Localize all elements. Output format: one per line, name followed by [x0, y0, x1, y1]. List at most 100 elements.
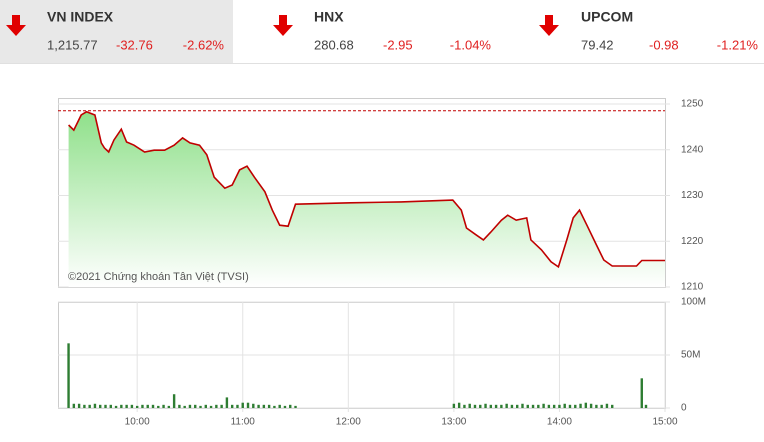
- volume-bar: [109, 404, 112, 408]
- ticker-percent: -1.21%: [717, 37, 759, 52]
- volume-bar: [72, 403, 76, 408]
- volume-bar: [151, 404, 155, 408]
- volume-bar: [215, 404, 218, 408]
- volume-bar: [579, 403, 582, 408]
- y-tick-label: 1220: [681, 236, 704, 247]
- price-line: [68, 110, 665, 269]
- volume-bar: [262, 404, 266, 408]
- volume-bar: [468, 403, 471, 408]
- volume-bar: [141, 404, 144, 408]
- volume-bar: [547, 404, 551, 408]
- volume-bar: [157, 405, 160, 408]
- y-tick-label: 0: [681, 403, 687, 414]
- volume-bar: [521, 403, 524, 408]
- volume-bar: [83, 404, 86, 408]
- volume-bar: [114, 405, 118, 408]
- ticker-name: VN INDEX: [47, 9, 114, 25]
- volume-bar: [236, 404, 239, 408]
- volume-bar: [273, 405, 276, 408]
- volume-bar: [510, 404, 514, 408]
- x-tick-label: 14:00: [547, 417, 572, 428]
- y-tick-label: 1230: [681, 190, 704, 201]
- volume-bar: [172, 394, 176, 408]
- active-tab[interactable]: [0, 0, 233, 63]
- ticker[interactable]: VN INDEX 1,215.77 -32.76 -2.62%: [6, 9, 224, 53]
- volume-bar: [644, 404, 648, 408]
- volume-bar: [542, 403, 545, 408]
- volume-bar: [552, 404, 556, 408]
- volume-bar: [241, 402, 244, 408]
- volume-bar: [558, 404, 561, 408]
- volume-bar: [589, 403, 593, 408]
- volume-bar: [135, 405, 139, 408]
- volume-bar: [484, 403, 487, 408]
- volume-bar: [77, 403, 81, 408]
- x-tick-label: 13:00: [441, 417, 466, 428]
- ticker[interactable]: HNX 280.68 -2.95 -1.04%: [273, 9, 491, 53]
- volume-bar: [600, 404, 603, 408]
- ticker-value: 1,215.77: [47, 37, 98, 52]
- volume-bar: [526, 404, 529, 408]
- volume-bar: [283, 405, 287, 408]
- volume-bar: [204, 404, 207, 408]
- volume-bar: [289, 404, 292, 408]
- volume-bar: [246, 402, 250, 408]
- volume-bar: [494, 404, 498, 408]
- volume-bar: [563, 403, 566, 408]
- volume-bar: [252, 403, 255, 408]
- volume-bar: [537, 404, 540, 408]
- volume-bar: [199, 405, 202, 408]
- volume-bar: [162, 404, 165, 408]
- ticker-value: 79.42: [581, 37, 614, 52]
- volume-bar: [463, 404, 466, 408]
- volume-bar: [516, 404, 519, 408]
- x-tick-label: 11:00: [231, 417, 256, 428]
- volume-bar: [178, 404, 181, 408]
- y-tick-label: 50M: [681, 350, 700, 361]
- volume-bar: [457, 402, 461, 408]
- down-arrow: [273, 15, 293, 36]
- volume-bar: [257, 404, 260, 408]
- volume-bar: [500, 404, 503, 408]
- volume-bar: [611, 404, 614, 408]
- x-tick-label: 12:00: [336, 417, 361, 428]
- x-tick-label: 15:00: [652, 417, 677, 428]
- watermark: ©2021 Chứng khoán Tân Việt (TVSI): [68, 271, 249, 283]
- ticker-name: UPCOM: [581, 9, 633, 25]
- ticker-change: -0.98: [649, 37, 679, 52]
- volume-bar: [479, 404, 482, 408]
- volume-bar: [93, 403, 97, 408]
- area: [68, 111, 665, 287]
- volume-bar: [605, 403, 609, 408]
- volume-bar: [278, 404, 281, 408]
- y-tick-label: 1210: [681, 282, 704, 293]
- ticker[interactable]: UPCOM 79.42 -0.98 -1.21%: [539, 9, 758, 53]
- volume-bar: [67, 343, 70, 408]
- ticker-value: 280.68: [314, 37, 354, 52]
- volume-bar: [194, 404, 197, 408]
- volume-bar: [183, 405, 186, 408]
- ticker-name: HNX: [314, 9, 344, 25]
- x-tick-label: 10:00: [125, 417, 150, 428]
- volume-bar: [473, 404, 477, 408]
- volume-bar: [230, 404, 234, 408]
- volume-bar: [595, 404, 598, 408]
- volume-bar: [568, 404, 572, 408]
- volume-bar: [640, 378, 643, 408]
- volume-bar: [574, 404, 577, 408]
- volume-bar: [267, 404, 271, 408]
- volume-bar: [146, 404, 149, 408]
- down-arrow: [539, 15, 559, 36]
- volume-bar: [209, 405, 213, 408]
- volume-bar: [130, 404, 134, 408]
- volume-bar: [167, 405, 171, 408]
- volume-bar: [531, 404, 535, 408]
- ticker-percent: -2.62%: [183, 37, 225, 52]
- volume-bar: [584, 402, 588, 408]
- volume-bar: [294, 405, 297, 408]
- ticker-percent: -1.04%: [450, 37, 492, 52]
- volume-bar: [120, 404, 123, 408]
- volume-bar: [104, 404, 107, 408]
